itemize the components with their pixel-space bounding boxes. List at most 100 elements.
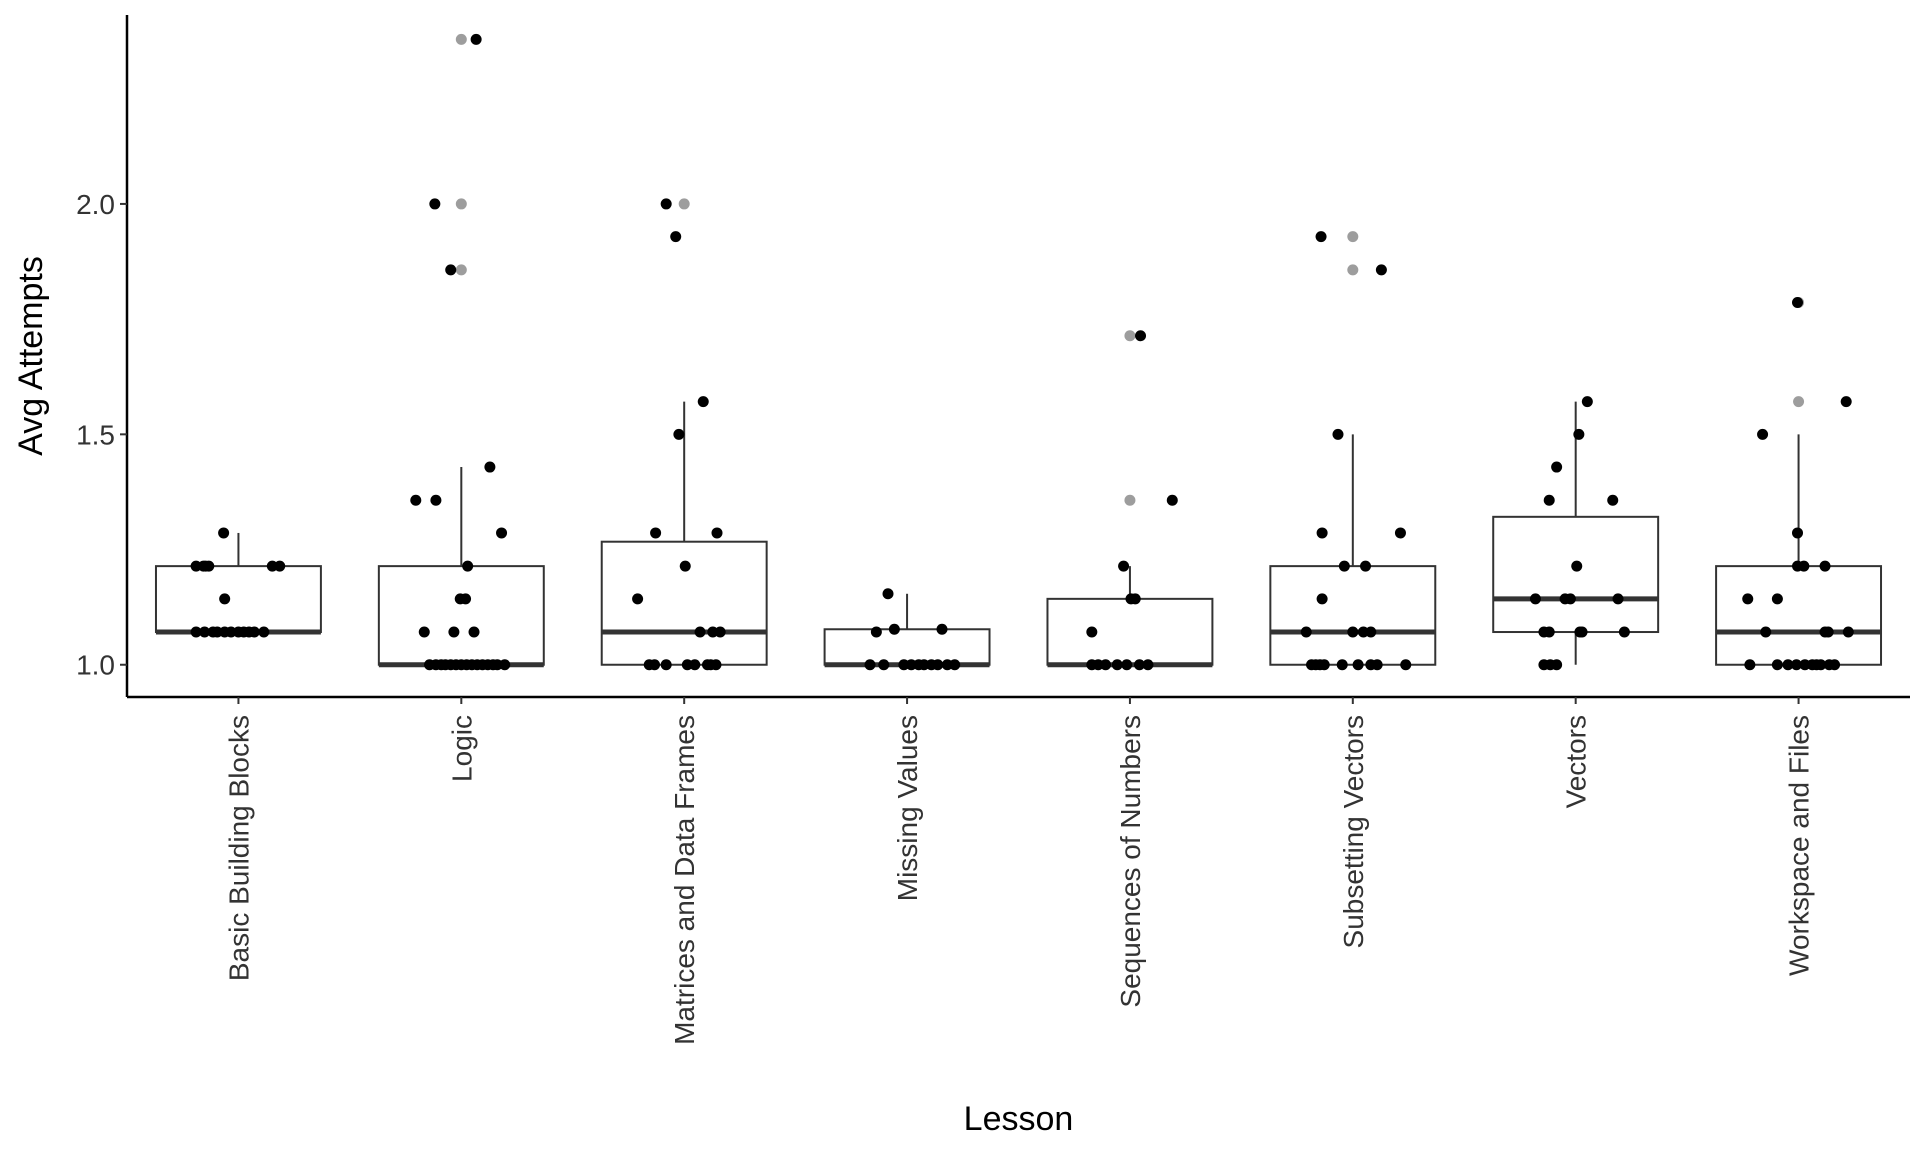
outlier-point <box>455 264 467 276</box>
data-point <box>1375 264 1387 276</box>
box-iqr <box>154 565 322 634</box>
data-point <box>1121 659 1133 671</box>
x-axis-title: Lesson <box>964 1100 1074 1138</box>
box-iqr <box>1492 515 1660 634</box>
points-layer <box>190 33 1854 671</box>
data-point <box>710 659 722 671</box>
data-point <box>882 588 894 600</box>
data-point <box>1612 593 1624 605</box>
box-subsetting-vectors <box>1269 434 1437 666</box>
data-point <box>219 593 231 605</box>
box-iqr <box>1715 565 1883 666</box>
data-point <box>203 560 215 572</box>
data-point <box>248 626 260 638</box>
data-point <box>1111 659 1123 671</box>
data-point <box>1618 626 1630 638</box>
box-workspace-and-files <box>1715 434 1883 666</box>
data-point <box>1316 593 1328 605</box>
y-axis-title: Avg Attempts <box>12 256 50 456</box>
data-point <box>1815 659 1827 671</box>
data-point <box>218 527 230 539</box>
data-point <box>462 560 474 572</box>
x-tick-label: Workspace and Files <box>1784 715 1815 976</box>
data-point <box>1744 659 1756 671</box>
data-point <box>1576 626 1588 638</box>
data-point <box>1142 659 1154 671</box>
data-point <box>1365 626 1377 638</box>
data-point <box>1573 428 1585 440</box>
data-point <box>1394 527 1406 539</box>
data-point <box>274 560 286 572</box>
data-point <box>1135 330 1147 342</box>
data-point <box>1551 659 1563 671</box>
data-point <box>1829 659 1841 671</box>
outlier-point <box>1347 231 1359 243</box>
outlier-point <box>455 33 467 45</box>
box-missing-values <box>823 593 991 668</box>
x-tick-label: Logic <box>446 715 477 782</box>
outlier-point <box>1124 330 1136 342</box>
data-point <box>1352 659 1364 671</box>
data-point <box>1771 593 1783 605</box>
data-point <box>714 626 726 638</box>
x-tick-label: Vectors <box>1561 715 1592 808</box>
data-point <box>1400 659 1412 671</box>
data-point <box>468 626 480 638</box>
data-point <box>936 623 948 635</box>
x-tick-label: Matrices and Data Frames <box>669 715 700 1045</box>
data-point <box>1551 461 1563 473</box>
data-point <box>1086 626 1098 638</box>
data-point <box>1371 659 1383 671</box>
data-point <box>1129 593 1141 605</box>
data-point <box>258 626 270 638</box>
data-point <box>1564 593 1576 605</box>
data-point <box>649 659 661 671</box>
box-iqr <box>377 565 545 666</box>
outlier-point <box>455 198 467 210</box>
data-point <box>1300 626 1312 638</box>
outlier-point <box>1124 494 1136 506</box>
box-matrices-and-data-frames <box>600 401 768 666</box>
data-point <box>864 659 876 671</box>
data-point <box>670 231 682 243</box>
data-point <box>1543 494 1555 506</box>
box-basic-building-blocks <box>154 532 322 635</box>
data-point <box>1332 428 1344 440</box>
data-point <box>1607 494 1619 506</box>
boxes-layer <box>154 401 1883 668</box>
data-point <box>1822 626 1834 638</box>
y-tick-label: 1.0 <box>76 650 115 681</box>
data-point <box>1100 659 1112 671</box>
data-point <box>199 626 211 638</box>
data-point <box>1118 560 1130 572</box>
y-ticks: 1.0 1.5 2.0 <box>76 189 127 681</box>
box-iqr <box>1046 597 1214 666</box>
data-point <box>496 527 508 539</box>
data-point <box>632 593 644 605</box>
data-point <box>1840 396 1852 408</box>
data-point <box>1742 593 1754 605</box>
box-iqr <box>823 628 991 666</box>
x-tick-label: Basic Building Blocks <box>223 715 254 981</box>
data-point <box>429 198 441 210</box>
box-iqr <box>1269 565 1437 666</box>
data-point <box>1790 659 1802 671</box>
outlier-point <box>1793 396 1805 408</box>
data-point <box>650 527 662 539</box>
data-point <box>1760 626 1772 638</box>
data-point <box>660 198 672 210</box>
x-tick-label: Missing Values <box>892 715 923 901</box>
data-point <box>430 494 442 506</box>
data-point <box>1360 560 1372 572</box>
data-point <box>1166 494 1178 506</box>
x-tick-label: Subsetting Vectors <box>1338 715 1369 948</box>
outlier-point <box>1347 264 1359 276</box>
box-iqr <box>600 540 768 666</box>
box-vectors <box>1492 401 1660 665</box>
data-point <box>1782 659 1794 671</box>
data-point <box>1338 560 1350 572</box>
data-point <box>1792 527 1804 539</box>
data-point <box>689 659 701 671</box>
